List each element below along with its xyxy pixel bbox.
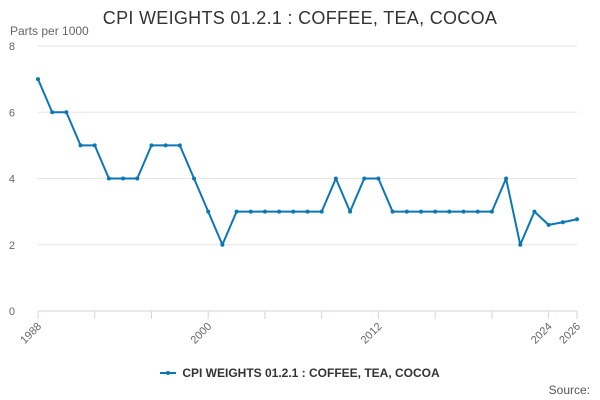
series-line-0 — [37, 78, 578, 246]
data-point-1997[interactable] — [163, 143, 168, 148]
data-point-2026[interactable] — [575, 217, 579, 222]
data-point-1994[interactable] — [121, 176, 126, 181]
data-point-1992[interactable] — [92, 143, 97, 148]
data-point-2017[interactable] — [447, 209, 452, 214]
y-tick-label-0: 0 — [9, 306, 15, 318]
data-point-2021[interactable] — [504, 176, 509, 181]
legend-label: CPI WEIGHTS 01.2.1 : COFFEE, TEA, COCOA — [182, 366, 440, 380]
data-point-1998[interactable] — [177, 143, 182, 148]
y-tick-label-6: 6 — [9, 107, 15, 119]
data-point-2004[interactable] — [262, 209, 267, 214]
data-point-2008[interactable] — [319, 209, 324, 214]
data-point-2002[interactable] — [234, 209, 239, 214]
x-tick-label-2012: 2012 — [359, 321, 385, 347]
data-point-1995[interactable] — [135, 176, 140, 181]
data-point-1993[interactable] — [106, 176, 111, 181]
data-point-2007[interactable] — [305, 209, 310, 214]
legend-line-marker-icon — [160, 367, 177, 379]
data-point-1990[interactable] — [64, 110, 69, 115]
data-point-2011[interactable] — [362, 176, 367, 181]
data-point-2010[interactable] — [348, 209, 353, 214]
data-point-2025[interactable] — [560, 220, 565, 225]
x-tick-label-2024: 2024 — [529, 321, 555, 347]
data-point-2014[interactable] — [404, 209, 409, 214]
data-point-1988[interactable] — [36, 77, 40, 82]
data-point-1996[interactable] — [149, 143, 154, 148]
data-point-2024[interactable] — [546, 222, 551, 227]
data-point-2020[interactable] — [489, 209, 494, 214]
data-point-2012[interactable] — [376, 176, 381, 181]
x-tick-label-1988: 1988 — [18, 321, 44, 347]
data-point-1991[interactable] — [78, 143, 83, 148]
y-tick-label-4: 4 — [9, 174, 15, 186]
x-tick-label-2026: 2026 — [557, 321, 583, 347]
data-point-2016[interactable] — [433, 209, 438, 214]
y-tick-label-8: 8 — [9, 41, 15, 53]
data-point-2013[interactable] — [390, 209, 395, 214]
data-point-2015[interactable] — [418, 209, 423, 214]
data-point-2003[interactable] — [248, 209, 253, 214]
source-label[interactable]: Source: — [548, 383, 590, 397]
data-point-1999[interactable] — [192, 176, 197, 181]
data-point-2022[interactable] — [518, 242, 523, 247]
y-tick-label-2: 2 — [9, 240, 15, 252]
data-point-2006[interactable] — [291, 209, 296, 214]
legend[interactable]: CPI WEIGHTS 01.2.1 : COFFEE, TEA, COCOA — [0, 366, 600, 380]
data-point-2005[interactable] — [277, 209, 282, 214]
data-point-2001[interactable] — [220, 242, 225, 247]
data-point-1989[interactable] — [50, 110, 55, 115]
data-point-2018[interactable] — [461, 209, 466, 214]
data-point-2023[interactable] — [532, 209, 537, 214]
data-point-2019[interactable] — [475, 209, 480, 214]
chart-title: CPI WEIGHTS 01.2.1 : COFFEE, TEA, COCOA — [102, 8, 498, 28]
y-axis-label: Parts per 1000 — [10, 24, 89, 38]
x-tick-label-2000: 2000 — [189, 321, 215, 347]
data-point-2000[interactable] — [206, 209, 211, 214]
data-point-2009[interactable] — [333, 176, 338, 181]
